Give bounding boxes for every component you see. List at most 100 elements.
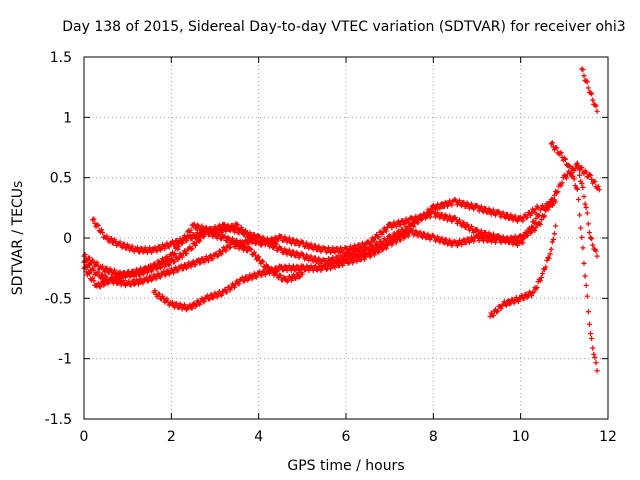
data-point (91, 216, 97, 222)
data-point (589, 236, 595, 242)
data-point (575, 165, 582, 171)
data-point (509, 296, 515, 302)
data-point (577, 172, 583, 178)
data-point (557, 150, 563, 156)
data-point (570, 173, 576, 179)
y-tick-label: 0.5 (50, 171, 72, 187)
data-point (547, 251, 553, 257)
data-point (536, 220, 542, 227)
data-point (440, 204, 446, 210)
data-point (169, 238, 176, 245)
data-point (292, 275, 298, 281)
data-point (555, 189, 561, 195)
data-point (94, 222, 100, 228)
data-point (157, 274, 164, 280)
data-point (423, 235, 429, 241)
data-point (187, 232, 193, 239)
data-point (252, 252, 258, 258)
data-point (234, 278, 240, 284)
data-point (129, 269, 135, 275)
data-point (528, 229, 535, 235)
data-point (524, 214, 530, 220)
data-point (577, 212, 583, 218)
x-tick-label: 6 (342, 429, 351, 445)
data-point (531, 219, 537, 225)
data-point (519, 239, 525, 245)
x-tick-label: 12 (599, 429, 617, 445)
data-point (163, 272, 169, 278)
data-point (137, 272, 143, 278)
y-tick-label: 1.5 (50, 50, 72, 66)
data-point (149, 249, 155, 255)
data-point (554, 145, 560, 151)
data-point (104, 265, 110, 271)
data-point (383, 228, 389, 234)
data-point (179, 254, 185, 260)
data-point (558, 183, 564, 189)
data-point (442, 236, 448, 243)
data-point (201, 233, 207, 239)
tick-labels: 0 2 4 6 8 10 12 -1.5 -1 -0.5 0 0.5 1 1.5 (45, 50, 617, 445)
data-point (122, 273, 129, 279)
data-point (526, 289, 532, 295)
data-point (341, 260, 347, 266)
data-point (393, 223, 399, 230)
data-point (452, 215, 458, 221)
data-point (139, 245, 145, 252)
data-point (164, 296, 170, 302)
data-point (280, 250, 286, 256)
data-point (594, 368, 600, 374)
data-point (583, 204, 589, 211)
data-point (156, 273, 162, 279)
data-point (447, 213, 453, 219)
data-point (162, 264, 168, 270)
data-point (503, 302, 510, 309)
data-point (587, 330, 594, 337)
data-point (97, 275, 103, 281)
data-point (143, 275, 149, 281)
data-point (239, 275, 245, 281)
data-point (435, 234, 441, 240)
data-point (395, 218, 401, 224)
data-point (215, 252, 221, 258)
data-point (510, 217, 516, 223)
data-point (558, 150, 564, 156)
series-track-7 (548, 140, 600, 374)
data-point (260, 259, 266, 265)
data-point (161, 295, 167, 301)
data-point (345, 260, 351, 267)
data-point (544, 201, 550, 207)
data-point (95, 222, 101, 229)
data-point (589, 91, 595, 97)
data-point (210, 256, 216, 262)
series-track-8 (574, 163, 600, 259)
data-point (228, 285, 234, 291)
data-point (461, 220, 467, 226)
data-point (553, 223, 559, 229)
data-point (566, 162, 572, 168)
data-point (269, 238, 275, 244)
data-point (435, 210, 441, 216)
data-point (273, 269, 279, 275)
data-point (537, 278, 543, 284)
data-point (253, 274, 260, 280)
data-point (571, 176, 577, 182)
data-point (543, 264, 549, 270)
data-point (98, 227, 105, 233)
data-point (310, 258, 316, 264)
data-point (193, 240, 200, 246)
data-point (471, 238, 477, 244)
data-point (498, 306, 504, 312)
data-point (489, 312, 495, 318)
data-point (201, 299, 207, 305)
data-point (86, 262, 93, 268)
data-point (528, 293, 535, 299)
data-point (384, 224, 391, 231)
data-point (275, 236, 281, 242)
data-point (439, 200, 445, 207)
data-point (277, 264, 284, 270)
data-point (512, 233, 518, 239)
data-point (316, 263, 322, 269)
data-point (380, 229, 386, 235)
